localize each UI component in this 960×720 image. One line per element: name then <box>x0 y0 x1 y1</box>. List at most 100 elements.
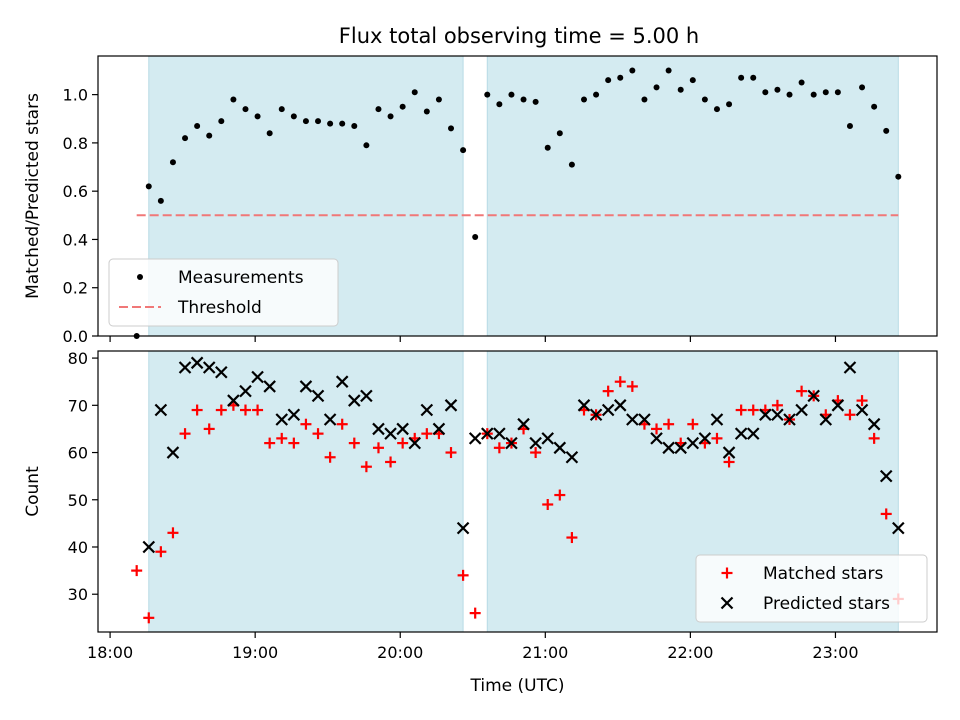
measurement-point <box>157 197 164 204</box>
matched-star-point <box>203 423 215 435</box>
measurement-point <box>798 79 805 86</box>
predicted-star-point <box>142 540 156 554</box>
measurement-point <box>351 123 358 129</box>
measurement-point <box>254 113 261 120</box>
matched-star-point <box>493 442 505 454</box>
matched-star-point <box>348 437 360 449</box>
measurement-point <box>605 77 612 84</box>
x-axis-label: Time (UTC) <box>470 676 565 696</box>
matched-star-point <box>397 437 409 449</box>
measurement-point <box>629 67 636 74</box>
predicted-star-point <box>154 403 168 417</box>
predicted-star-point <box>771 408 784 422</box>
matched-star-point <box>796 385 808 397</box>
observing-window-2 <box>486 55 899 337</box>
top-plot-frame <box>97 55 938 337</box>
measurement-point <box>580 96 587 103</box>
predicted-star-point <box>215 365 228 379</box>
predicted-star-point <box>855 403 869 417</box>
matched-star-point <box>457 569 469 581</box>
matched-star-point <box>324 451 336 463</box>
measurement-point <box>883 127 890 134</box>
measurement-point <box>641 96 648 103</box>
y-tick-label: 0.8 <box>63 134 88 153</box>
predicted-star-point <box>589 408 603 422</box>
matched-star-point <box>336 418 348 430</box>
bottom-axes: 30 40 50 60 70 80 18:00 19:00 20:00 21:00 22:00 23:… <box>68 349 859 662</box>
top-panel: 0.0 0.2 0.4 0.6 0.8 1.0 Matched/Predicted sta… <box>23 55 938 346</box>
predicted-star-point <box>553 441 567 455</box>
matched-star-point <box>300 418 312 430</box>
matched-star-point <box>554 489 566 501</box>
matched-star-point <box>626 380 638 392</box>
matched-star-point <box>530 447 542 459</box>
legend-box <box>108 258 339 327</box>
measurement-point <box>834 89 841 96</box>
measurement-point <box>339 120 346 127</box>
measurement-point <box>496 101 503 108</box>
predicted-star-point <box>420 403 434 417</box>
bottom-legend: Matched stars Predicted stars <box>695 554 928 623</box>
matched-star-point <box>276 432 288 444</box>
predicted-star-point <box>529 436 542 450</box>
predicted-star-point <box>178 361 192 374</box>
matched-star-point <box>735 404 747 416</box>
y-tick-label: 60 <box>68 444 88 463</box>
predicted-star-point <box>493 427 506 440</box>
predicted-star-point <box>190 356 204 370</box>
bottom-panel: 30 40 50 60 70 80 18:00 19:00 20:00 21:00 22:00 23:… <box>23 349 938 696</box>
predicted-star-point <box>650 432 663 445</box>
measurement-point <box>544 144 551 151</box>
measurement-point <box>363 142 370 149</box>
predicted-star-point <box>517 417 530 431</box>
matched-star-point <box>711 432 723 444</box>
bottom-y-axis-label: Count <box>23 466 43 517</box>
predicted-star-point <box>879 469 893 483</box>
y-tick-label: 0.2 <box>63 279 88 298</box>
matched-star-point <box>614 376 626 388</box>
measurement-point <box>315 118 322 125</box>
legend-measurement-marker <box>137 274 143 280</box>
measurement-point <box>472 234 479 241</box>
matched-star-point <box>155 546 167 558</box>
x-tick-label: 22:00 <box>667 643 713 662</box>
predicted-star-point <box>867 417 881 431</box>
matched-star-point <box>179 428 191 440</box>
matched-star-point <box>239 404 251 416</box>
observing-window-1 <box>148 350 464 633</box>
predicted-star-point <box>541 432 555 445</box>
predicted-star-point <box>831 399 845 412</box>
matched-star-point <box>663 418 675 430</box>
legend-measurements-label: Measurements <box>178 268 304 288</box>
matched-star-point <box>542 498 554 510</box>
measurement-point <box>653 84 660 91</box>
measurement-point <box>387 113 394 120</box>
measurement-point <box>750 74 757 81</box>
matched-star-point <box>372 442 384 454</box>
predicted-star-point <box>335 375 349 388</box>
measurement-point <box>532 98 539 105</box>
measurement-point <box>774 86 781 93</box>
measurement-point <box>230 96 237 103</box>
legend-matched-marker <box>721 567 733 579</box>
measurement-point <box>713 106 720 113</box>
matched-star-point <box>856 395 868 407</box>
measurement-point <box>375 106 382 113</box>
measurement-point <box>182 135 189 142</box>
measurement-point <box>520 96 527 103</box>
predicted-star-point <box>360 389 373 403</box>
measurement-point <box>423 108 430 115</box>
matched-star-point <box>191 404 203 416</box>
y-tick-label: 0.0 <box>63 327 88 346</box>
bottom-plot-frame <box>97 350 938 633</box>
matched-star-point <box>687 418 699 430</box>
measurement-point <box>169 159 176 166</box>
predicted-star-point <box>662 441 675 455</box>
predicted-star-point <box>698 432 712 445</box>
measurement-point <box>895 173 902 180</box>
predicted-star-point <box>166 446 180 459</box>
matched-star-point <box>651 423 663 435</box>
x-tick-label: 23:00 <box>812 643 858 662</box>
measurement-point <box>266 130 273 137</box>
measurement-point <box>460 147 467 154</box>
